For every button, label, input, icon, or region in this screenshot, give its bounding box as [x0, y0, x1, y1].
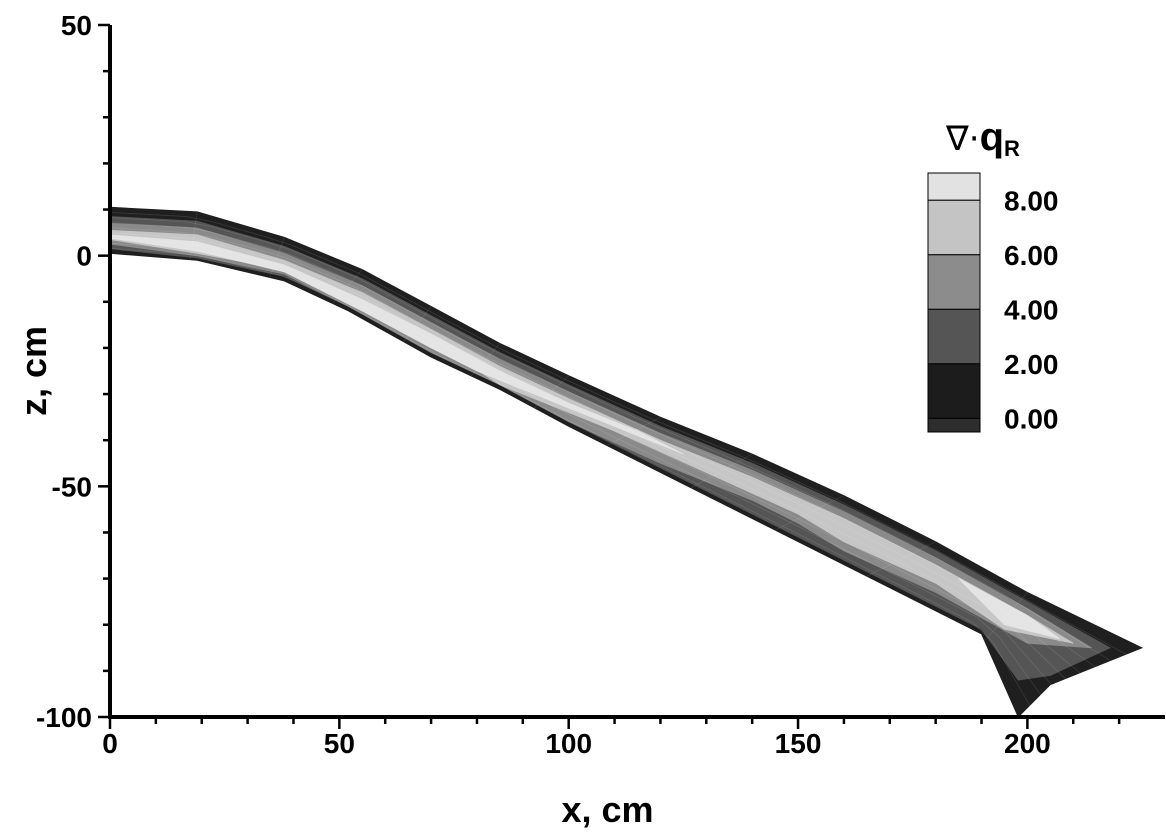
y-tick-label-0: 0 — [76, 241, 92, 272]
x-axis-label: x, cm — [561, 789, 653, 830]
legend: ∇·qR 8.00 6.00 4.00 2.00 0.00 — [927, 115, 1059, 434]
contour-region-0 — [109, 206, 1144, 718]
mesh-cross-9 — [774, 495, 845, 531]
legend-band-2 — [927, 254, 981, 310]
mesh-line-2 — [109, 217, 1115, 664]
mesh-cross-2 — [269, 237, 285, 278]
legend-band-4 — [927, 363, 981, 419]
legend-band-0 — [927, 172, 981, 201]
legend-label-3: 2.00 — [1004, 349, 1059, 380]
mesh-line-8 — [109, 247, 1033, 710]
mesh-cross-7 — [606, 416, 661, 446]
mesh-lines — [109, 211, 1129, 710]
contour-region-5 — [958, 578, 1060, 639]
mesh-cross-3 — [332, 269, 363, 304]
mesh-cross-11 — [984, 592, 1028, 642]
legend-title-var: q — [980, 115, 1004, 159]
legend-title: ∇·qR — [945, 115, 1020, 161]
axes — [108, 25, 1165, 719]
mesh-line-5 — [109, 232, 1074, 687]
mesh-line-1 — [109, 212, 1129, 656]
x-tick-label-0: 0 — [102, 728, 118, 759]
legend-band-1 — [927, 199, 981, 256]
y-ticks: 50 0 -50 -100 — [36, 10, 110, 733]
mesh-cross-5 — [470, 343, 501, 377]
legend-title-sub: R — [1004, 136, 1020, 161]
x-ticks: 0 50 100 150 200 — [102, 717, 1121, 759]
legend-label-0: 8.00 — [1004, 185, 1059, 216]
contour-regions — [109, 206, 1144, 718]
y-tick-label-50: 50 — [61, 10, 92, 41]
y-tick-label--100: -100 — [36, 702, 92, 733]
mesh-cross-1 — [189, 211, 198, 260]
legend-label-2: 4.00 — [1004, 294, 1059, 325]
mesh-line-4 — [109, 227, 1088, 679]
mesh-cross-4 — [403, 306, 432, 343]
contour-region-4 — [109, 234, 684, 455]
mesh-line-7 — [109, 242, 1047, 702]
x-tick-label-100: 100 — [545, 728, 592, 759]
mesh-line-6 — [109, 237, 1060, 695]
mesh-cross-10 — [866, 541, 936, 577]
mesh-cross-8 — [690, 453, 753, 489]
legend-band-5 — [927, 417, 981, 433]
x-tick-label-200: 200 — [1004, 728, 1051, 759]
legend-label-4: 0.00 — [1004, 403, 1059, 434]
mesh-line-3 — [109, 222, 1102, 672]
y-axis-label: z, cm — [13, 326, 54, 416]
legend-label-1: 6.00 — [1004, 240, 1059, 271]
legend-bands — [927, 172, 981, 433]
legend-labels: 8.00 6.00 4.00 2.00 0.00 — [1004, 185, 1059, 434]
x-tick-label-150: 150 — [775, 728, 822, 759]
legend-band-3 — [927, 308, 981, 365]
x-tick-label-50: 50 — [324, 728, 355, 759]
mesh-cross-6 — [534, 375, 569, 409]
legend-title-symbol: ∇· — [945, 119, 980, 159]
y-tick-label--50: -50 — [52, 471, 92, 502]
